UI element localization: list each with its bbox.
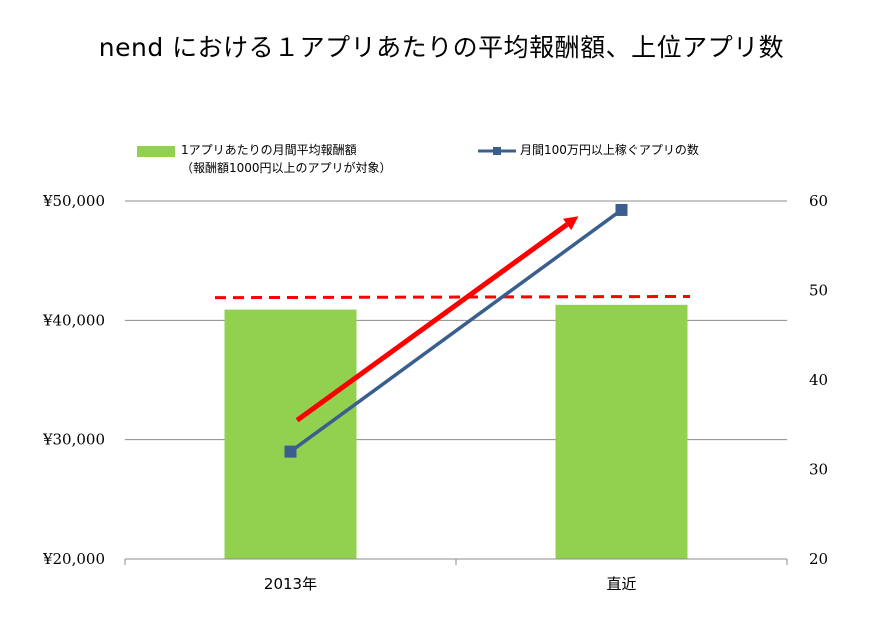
x-category-label: 直近 (606, 575, 636, 593)
line-series (289, 208, 623, 454)
trend-arrow-head (563, 216, 579, 231)
y-left-tick-label: ¥40,000 (42, 311, 105, 329)
y-right-tick-label: 40 (809, 371, 828, 389)
legend-bar-label-line1: 1アプリあたりの月間平均報酬額 (181, 143, 357, 157)
y-right-tick-label: 60 (809, 192, 828, 210)
y-right-tick-label: 30 (809, 461, 828, 479)
x-category-label: 2013年 (264, 575, 317, 593)
bar (555, 304, 688, 559)
trend-arrow-shaft (295, 222, 569, 423)
line-marker (284, 445, 297, 458)
legend-item-bar: 1アプリあたりの月間平均報酬額 （報酬額1000円以上のアプリが対象） (137, 141, 392, 177)
y-left-tick-label: ¥30,000 (42, 431, 105, 449)
legend-bar-label: 1アプリあたりの月間平均報酬額 （報酬額1000円以上のアプリが対象） (181, 141, 392, 177)
legend-bar-label-line2: （報酬額1000円以上のアプリが対象） (181, 161, 392, 175)
dashed-reference-line (214, 294, 691, 300)
line-marker (615, 203, 628, 216)
legend-item-line: 月間100万円以上稼ぐアプリの数 (478, 141, 699, 159)
chart-title: nend における１アプリあたりの平均報酬額、上位アプリ数 (98, 33, 785, 62)
legend-line-swatch (478, 147, 516, 155)
legend-line-marker (493, 147, 501, 155)
legend-line-label: 月間100万円以上稼ぐアプリの数 (520, 143, 699, 157)
y-left-tick-label: ¥20,000 (42, 550, 105, 568)
bar (224, 309, 357, 559)
y-right-tick-label: 50 (809, 282, 828, 300)
y-right-tick-label: 20 (809, 550, 828, 568)
legend-bar-swatch (137, 146, 175, 157)
y-left-tick-label: ¥50,000 (42, 192, 105, 210)
